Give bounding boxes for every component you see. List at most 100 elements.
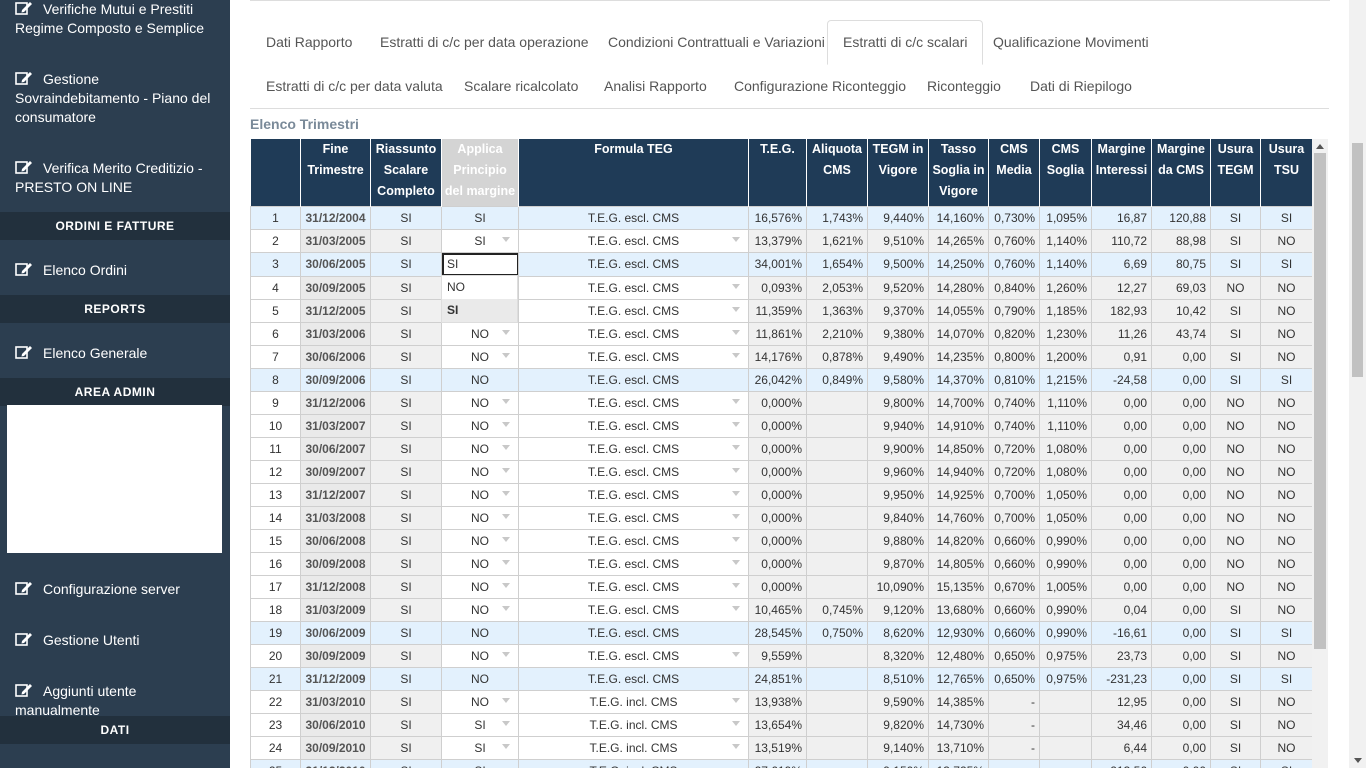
formula-teg-select[interactable]: T.E.G. escl. CMS bbox=[518, 482, 749, 507]
scrollbar-thumb[interactable] bbox=[1352, 143, 1363, 377]
table-row[interactable]: 7 30/06/2006 SI NO T.E.G. escl. CMS 14,176% 0,… bbox=[250, 344, 1312, 369]
dropdown-caret-icon[interactable] bbox=[732, 697, 740, 703]
dropdown-option-si[interactable]: SI bbox=[442, 299, 517, 322]
table-row[interactable]: 5 31/12/2005 SI T.E.G. escl. CMS 11,359% 1,36… bbox=[250, 298, 1312, 323]
dropdown-caret-icon[interactable] bbox=[732, 513, 740, 519]
formula-teg-select[interactable]: T.E.G. escl. CMS bbox=[518, 528, 749, 553]
table-row[interactable]: 9 31/12/2006 SI NO T.E.G. escl. CMS 0,000% 9,8… bbox=[250, 390, 1312, 415]
formula-teg-select[interactable]: T.E.G. escl. CMS bbox=[518, 620, 749, 645]
sidebar-item-configurazione-server[interactable]: Configurazione server bbox=[15, 580, 220, 599]
sidebar-item-gestione-sovraindebitamento[interactable]: Gestione Sovraindebitamento - Piano del … bbox=[15, 70, 220, 127]
dropdown-caret-icon[interactable] bbox=[502, 743, 510, 749]
formula-teg-select[interactable]: T.E.G. escl. CMS bbox=[518, 321, 749, 346]
sidebar-item-verifica-merito[interactable]: Verifica Merito Creditizio - PRESTO ON L… bbox=[15, 159, 220, 197]
dropdown-caret-icon[interactable] bbox=[502, 513, 510, 519]
scroll-up-arrow-icon[interactable] bbox=[1316, 144, 1324, 149]
dropdown-caret-icon[interactable] bbox=[732, 421, 740, 427]
table-row[interactable]: 1 31/12/2004 SI SI T.E.G. escl. CMS 16,576% 1,… bbox=[250, 205, 1312, 230]
dropdown-caret-icon[interactable] bbox=[502, 352, 510, 358]
dropdown-caret-icon[interactable] bbox=[732, 582, 740, 588]
sidebar-item-elenco-generale[interactable]: Elenco Generale bbox=[15, 344, 220, 363]
tab-qualificazione-movimenti[interactable]: Qualificazione Movimenti bbox=[993, 34, 1149, 50]
applica-principio-select[interactable]: SI bbox=[441, 735, 519, 760]
dropdown-caret-icon[interactable] bbox=[502, 236, 510, 242]
table-row[interactable]: 2 31/03/2005 SI SI T.E.G. escl. CMS 13,379% 1,… bbox=[250, 228, 1312, 253]
tab-riconteggio[interactable]: Riconteggio bbox=[927, 78, 1001, 94]
tab-scalare-ricalcolato[interactable]: Scalare ricalcolato bbox=[464, 78, 579, 94]
table-row[interactable]: 21 31/12/2009 SI NO T.E.G. escl. CMS 24,851% 8… bbox=[250, 666, 1312, 691]
dropdown-caret-icon[interactable] bbox=[732, 398, 740, 404]
applica-principio-select[interactable]: NO bbox=[441, 689, 519, 714]
applica-principio-select[interactable]: NO bbox=[441, 505, 519, 530]
table-row[interactable]: 20 30/09/2009 SI NO T.E.G. escl. CMS 9,559% 8,… bbox=[250, 643, 1312, 668]
applica-principio-select[interactable]: NO bbox=[441, 528, 519, 553]
tab-dati-di-riepilogo[interactable]: Dati di Riepilogo bbox=[1030, 78, 1132, 94]
table-row[interactable]: 23 30/06/2010 SI SI T.E.G. incl. CMS 13,654% 9… bbox=[250, 712, 1312, 737]
dropdown-caret-icon[interactable] bbox=[732, 467, 740, 473]
table-row[interactable]: 24 30/09/2010 SI SI T.E.G. incl. CMS 13,519% 9… bbox=[250, 735, 1312, 760]
applica-principio-select[interactable]: NO bbox=[441, 321, 519, 346]
dropdown-caret-icon[interactable] bbox=[732, 559, 740, 565]
applica-principio-select[interactable]: NO bbox=[441, 344, 519, 369]
dropdown-caret-icon[interactable] bbox=[502, 421, 510, 427]
applica-principio-select[interactable]: NO bbox=[441, 643, 519, 668]
applica-principio-select[interactable]: NO bbox=[441, 436, 519, 461]
dropdown-caret-icon[interactable] bbox=[732, 306, 740, 312]
formula-teg-select[interactable]: T.E.G. escl. CMS bbox=[518, 228, 749, 253]
tab-estratti-scalari[interactable]: Estratti di c/c scalari bbox=[827, 20, 984, 65]
dropdown-caret-icon[interactable] bbox=[502, 398, 510, 404]
col-header-formula-teg[interactable]: Formula TEG bbox=[518, 139, 749, 206]
table-row[interactable]: 25 31/12/2010 SI SI T.E.G. incl. CMS 27,619% 9… bbox=[250, 758, 1312, 768]
applica-principio-select[interactable]: SI bbox=[441, 228, 519, 253]
dropdown-caret-icon[interactable] bbox=[502, 467, 510, 473]
col-header-usura-tegm[interactable]: Usura TEGM bbox=[1210, 139, 1261, 206]
dropdown-caret-icon[interactable] bbox=[732, 444, 740, 450]
formula-teg-select[interactable]: T.E.G. escl. CMS bbox=[518, 597, 749, 622]
dropdown-option-no[interactable]: NO bbox=[447, 280, 465, 294]
col-header-tegm[interactable]: TEGM in Vigore bbox=[867, 139, 929, 206]
tab-configurazione-riconteggio[interactable]: Configurazione Riconteggio bbox=[734, 78, 906, 94]
applica-principio-select[interactable]: NO bbox=[441, 551, 519, 576]
applica-principio-select[interactable]: NO bbox=[441, 390, 519, 415]
dropdown-caret-icon[interactable] bbox=[732, 720, 740, 726]
dropdown-caret-icon[interactable] bbox=[732, 236, 740, 242]
table-row[interactable]: 4 30/09/2005 SI T.E.G. escl. CMS 0,093% 2,053… bbox=[250, 275, 1312, 300]
formula-teg-select[interactable]: T.E.G. escl. CMS bbox=[518, 251, 749, 277]
applica-principio-select[interactable]: SI bbox=[441, 251, 519, 277]
table-row[interactable]: 13 31/12/2007 SI NO T.E.G. escl. CMS 0,000% 9,… bbox=[250, 482, 1312, 507]
formula-teg-select[interactable]: T.E.G. escl. CMS bbox=[518, 413, 749, 438]
dropdown-caret-icon[interactable] bbox=[502, 697, 510, 703]
tab-estratti-data-operazione[interactable]: Estratti di c/c per data operazione bbox=[380, 34, 589, 50]
dropdown-caret-icon[interactable] bbox=[502, 605, 510, 611]
dropdown-caret-icon[interactable] bbox=[732, 283, 740, 289]
col-header-riassunto-scalare[interactable]: Riassunto Scalare Completo bbox=[370, 139, 442, 206]
formula-teg-select[interactable]: T.E.G. escl. CMS bbox=[518, 344, 749, 369]
dropdown-caret-icon[interactable] bbox=[502, 582, 510, 588]
table-row[interactable]: 3 30/06/2005 SI SI T.E.G. escl. CMS 34,001% 1,… bbox=[250, 251, 1312, 277]
table-row[interactable]: 16 30/09/2008 SI NO T.E.G. escl. CMS 0,000% 9,… bbox=[250, 551, 1312, 576]
table-row[interactable]: 11 30/06/2007 SI NO T.E.G. escl. CMS 0,000% 9,… bbox=[250, 436, 1312, 461]
formula-teg-select[interactable]: T.E.G. escl. CMS bbox=[518, 436, 749, 461]
scrollbar-thumb[interactable] bbox=[1314, 153, 1326, 649]
sidebar-item-verifiche-mutui[interactable]: Verifiche Mutui e Prestiti Regime Compos… bbox=[15, 0, 220, 38]
table-row[interactable]: 10 31/03/2007 SI NO T.E.G. escl. CMS 0,000% 9,… bbox=[250, 413, 1312, 438]
applica-principio-select[interactable]: NO bbox=[441, 597, 519, 622]
formula-teg-select[interactable]: T.E.G. incl. CMS bbox=[518, 735, 749, 760]
table-row[interactable]: 19 30/06/2009 SI NO T.E.G. escl. CMS 28,545% 0… bbox=[250, 620, 1312, 645]
formula-teg-select[interactable]: T.E.G. incl. CMS bbox=[518, 758, 749, 768]
applica-principio-select[interactable]: NO bbox=[441, 459, 519, 484]
sidebar-item-aggiunti-utente[interactable]: Aggiunti utente manualmente bbox=[15, 682, 220, 720]
tab-condizioni-contrattuali[interactable]: Condizioni Contrattuali e Variazioni bbox=[608, 34, 825, 50]
dropdown-caret-icon[interactable] bbox=[502, 444, 510, 450]
applica-principio-select[interactable]: SI bbox=[441, 758, 519, 768]
col-header-margine-interessi[interactable]: Margine Interessi bbox=[1091, 139, 1152, 206]
formula-teg-select[interactable]: T.E.G. escl. CMS bbox=[518, 574, 749, 599]
formula-teg-select[interactable]: T.E.G. escl. CMS bbox=[518, 459, 749, 484]
dropdown-caret-icon[interactable] bbox=[732, 651, 740, 657]
formula-teg-select[interactable]: T.E.G. escl. CMS bbox=[518, 551, 749, 576]
applica-principio-select[interactable]: NO bbox=[441, 482, 519, 507]
col-header-usura-tsu[interactable]: Usura TSU bbox=[1260, 139, 1312, 206]
dropdown-caret-icon[interactable] bbox=[502, 490, 510, 496]
dropdown-caret-icon[interactable] bbox=[502, 559, 510, 565]
grid-scrollbar[interactable] bbox=[1312, 139, 1328, 768]
